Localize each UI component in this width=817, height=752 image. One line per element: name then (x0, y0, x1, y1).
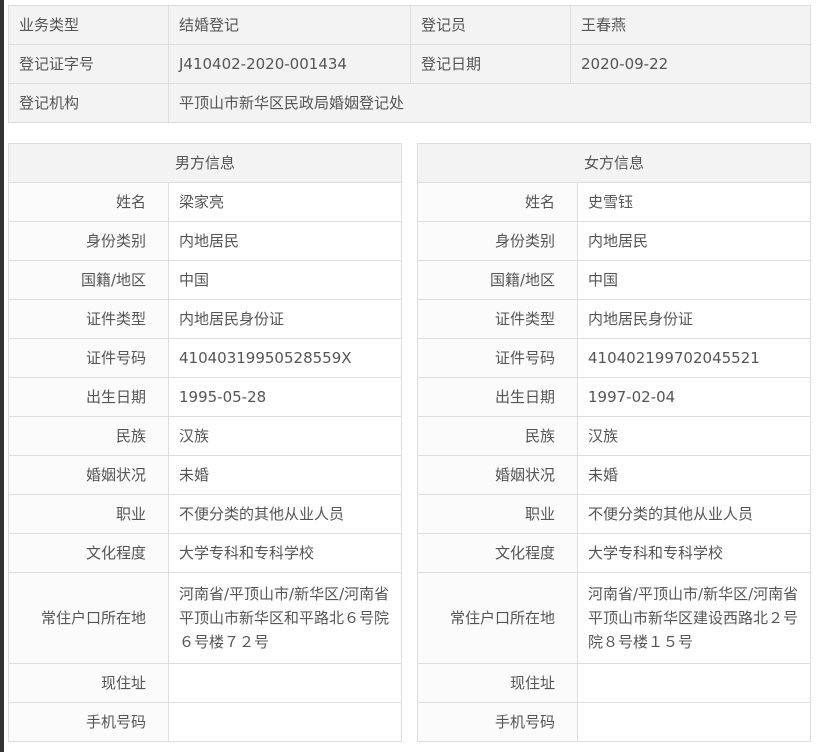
female-field-value: 不便分类的其他从业人员 (576, 494, 812, 534)
table-row: 常住户口所在地 河南省/平顶山市/新华区/河南省平顶山市新华区和平路北６号院６号楼… (8, 572, 403, 664)
female-field-label: 职业 (417, 494, 578, 534)
female-field-label: 姓名 (417, 182, 578, 222)
table-row: 文化程度 大学专科和专科学校 (417, 533, 812, 573)
table-row: 身份类别 内地居民 (8, 221, 403, 261)
table-row: 婚姻状况 未婚 (417, 455, 812, 495)
table-row: 证件类型 内地居民身份证 (417, 299, 812, 339)
female-field-value: 大学专科和专科学校 (576, 533, 812, 573)
female-field-label: 现住址 (417, 663, 578, 703)
female-field-value: 中国 (576, 260, 812, 300)
registrar-label: 登记员 (410, 5, 571, 45)
male-field-value: 41040319950528559X (167, 338, 403, 378)
table-row: 登记证字号 J410402-2020-001434 登记日期 2020-09-2… (8, 44, 811, 84)
table-row: 职业 不便分类的其他从业人员 (8, 494, 403, 534)
table-row: 职业 不便分类的其他从业人员 (417, 494, 812, 534)
male-field-label: 身份类别 (8, 221, 169, 261)
female-field-label: 身份类别 (417, 221, 578, 261)
male-info-table: 男方信息 姓名 梁家亮 身份类别 内地居民 国籍/地区 中国 证件类型 内地居民身份证 证件号码… (7, 143, 403, 742)
female-field-value: 1997-02-04 (576, 377, 812, 417)
male-info-header: 男方信息 (7, 143, 403, 183)
table-row: 业务类型 结婚登记 登记员 王春燕 (8, 5, 811, 45)
female-info-table: 女方信息 姓名 史雪钰 身份类别 内地居民 国籍/地区 中国 证件类型 内地居民身份证 证件号码… (416, 143, 812, 742)
female-field-label: 婚姻状况 (417, 455, 578, 495)
male-field-label: 婚姻状况 (8, 455, 169, 495)
table-row: 常住户口所在地 河南省/平顶山市/新华区/河南省平顶山市新华区建设西路北２号院８号… (417, 572, 812, 664)
male-field-value: 内地居民身份证 (167, 299, 403, 339)
female-field-label: 文化程度 (417, 533, 578, 573)
female-field-label: 常住户口所在地 (417, 572, 578, 664)
cert-no-label: 登记证字号 (8, 44, 169, 84)
male-field-label: 证件类型 (8, 299, 169, 339)
registration-summary-table: 业务类型 结婚登记 登记员 王春燕 登记证字号 J410402-2020-001… (8, 5, 811, 123)
male-field-value (167, 663, 403, 703)
business-type-value: 结婚登记 (168, 5, 411, 45)
female-field-label: 手机号码 (417, 702, 578, 742)
reg-date-value: 2020-09-22 (570, 44, 811, 84)
table-row: 证件号码 41040319950528559X (8, 338, 403, 378)
female-field-label: 国籍/地区 (417, 260, 578, 300)
table-row: 姓名 梁家亮 (8, 182, 403, 222)
male-field-value: 大学专科和专科学校 (167, 533, 403, 573)
table-row: 出生日期 1995-05-28 (8, 377, 403, 417)
cert-no-value: J410402-2020-001434 (168, 44, 411, 84)
table-row: 民族 汉族 (8, 416, 403, 456)
business-type-label: 业务类型 (8, 5, 169, 45)
female-field-value: 史雪钰 (576, 182, 812, 222)
female-field-label: 出生日期 (417, 377, 578, 417)
male-field-value: 1995-05-28 (167, 377, 403, 417)
table-row: 国籍/地区 中国 (417, 260, 812, 300)
table-row: 民族 汉族 (417, 416, 812, 456)
table-row: 证件号码 410402199702045521 (417, 338, 812, 378)
female-info-header: 女方信息 (416, 143, 812, 183)
table-row: 现住址 (417, 663, 812, 703)
agency-label: 登记机构 (8, 83, 169, 123)
female-field-value: 内地居民身份证 (576, 299, 812, 339)
male-field-label: 文化程度 (8, 533, 169, 573)
agency-value: 平顶山市新华区民政局婚姻登记处 (168, 83, 811, 123)
male-field-label: 国籍/地区 (8, 260, 169, 300)
female-field-value (576, 702, 812, 742)
table-row: 婚姻状况 未婚 (8, 455, 403, 495)
male-field-label: 姓名 (8, 182, 169, 222)
table-row: 身份类别 内地居民 (417, 221, 812, 261)
table-row: 证件类型 内地居民身份证 (8, 299, 403, 339)
female-field-label: 证件类型 (417, 299, 578, 339)
male-field-label: 手机号码 (8, 702, 169, 742)
table-row: 出生日期 1997-02-04 (417, 377, 812, 417)
table-row: 手机号码 (8, 702, 403, 742)
table-row: 姓名 史雪钰 (417, 182, 812, 222)
female-field-value: 内地居民 (576, 221, 812, 261)
male-field-label: 职业 (8, 494, 169, 534)
male-field-value: 汉族 (167, 416, 403, 456)
male-field-label: 现住址 (8, 663, 169, 703)
male-field-label: 常住户口所在地 (8, 572, 169, 664)
male-field-value: 梁家亮 (167, 182, 403, 222)
table-row: 现住址 (8, 663, 403, 703)
female-field-value: 未婚 (576, 455, 812, 495)
male-field-value (167, 702, 403, 742)
male-field-value: 中国 (167, 260, 403, 300)
male-field-label: 证件号码 (8, 338, 169, 378)
male-field-label: 出生日期 (8, 377, 169, 417)
female-field-label: 民族 (417, 416, 578, 456)
female-field-value: 汉族 (576, 416, 812, 456)
male-field-value: 不便分类的其他从业人员 (167, 494, 403, 534)
female-field-value: 河南省/平顶山市/新华区/河南省平顶山市新华区建设西路北２号院８号楼１５号 (576, 572, 812, 664)
female-field-label: 证件号码 (417, 338, 578, 378)
female-field-value (576, 663, 812, 703)
male-field-value: 河南省/平顶山市/新华区/河南省平顶山市新华区和平路北６号院６号楼７２号 (167, 572, 403, 664)
reg-date-label: 登记日期 (410, 44, 571, 84)
table-row: 文化程度 大学专科和专科学校 (8, 533, 403, 573)
table-row: 国籍/地区 中国 (8, 260, 403, 300)
male-field-value: 内地居民 (167, 221, 403, 261)
male-field-value: 未婚 (167, 455, 403, 495)
female-field-value: 410402199702045521 (576, 338, 812, 378)
window-edge (0, 0, 4, 752)
registrar-value: 王春燕 (570, 5, 811, 45)
table-row: 登记机构 平顶山市新华区民政局婚姻登记处 (8, 83, 811, 123)
table-row: 手机号码 (417, 702, 812, 742)
male-field-label: 民族 (8, 416, 169, 456)
